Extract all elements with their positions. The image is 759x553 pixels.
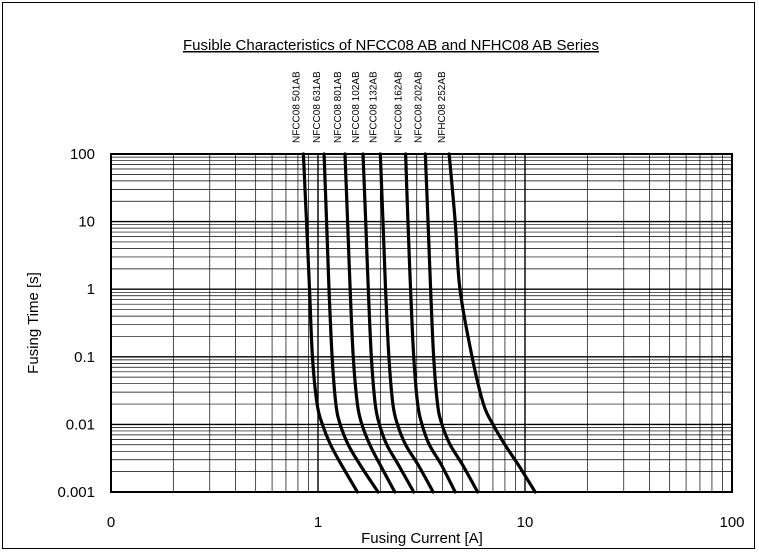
x-tick-labels: 0 1 10 100 bbox=[107, 514, 745, 531]
y-axis-label: Fusing Time [s] bbox=[25, 272, 42, 374]
series-label: NFCC08 132AB bbox=[368, 71, 379, 143]
y-tick-labels: 100 10 1 0.1 0.01 0.001 bbox=[57, 146, 95, 501]
series-label: NFCC08 162AB bbox=[394, 71, 405, 143]
series-curve bbox=[423, 152, 480, 494]
series-labels: NFCC08 501AB NFCC08 631AB NFCC08 801AB NFCC… bbox=[291, 71, 448, 143]
series-label: NFCC08 202AB bbox=[413, 71, 424, 143]
x-tick-label: 100 bbox=[719, 514, 744, 531]
y-tick-label: 10 bbox=[78, 214, 95, 231]
series-label: NFCC08 501AB bbox=[291, 71, 302, 143]
series-curve bbox=[361, 152, 416, 494]
x-tick-label: 1 bbox=[314, 514, 322, 531]
x-axis-label: Fusing Current [A] bbox=[361, 530, 483, 547]
series-curve bbox=[343, 152, 397, 494]
y-tick-label: 1 bbox=[87, 281, 95, 298]
series-curve bbox=[404, 152, 457, 494]
plot-border bbox=[110, 153, 733, 493]
series-curve bbox=[378, 152, 435, 494]
series-label: NFCC08 102AB bbox=[351, 71, 362, 143]
series-label: NFHC08 252AB bbox=[437, 71, 448, 143]
grid bbox=[110, 154, 732, 493]
y-tick-label: 0.1 bbox=[74, 349, 95, 366]
y-tick-label: 0.001 bbox=[57, 484, 95, 501]
series-label: NFCC08 801AB bbox=[333, 71, 344, 143]
series-curve bbox=[447, 152, 537, 494]
series-curves bbox=[301, 152, 537, 494]
series-curve bbox=[322, 152, 380, 494]
y-tick-label: 0.01 bbox=[66, 416, 95, 433]
y-tick-label: 100 bbox=[70, 146, 95, 163]
series-curve bbox=[301, 152, 359, 494]
x-tick-label: 0 bbox=[107, 514, 115, 531]
series-label: NFCC08 631AB bbox=[312, 71, 323, 143]
chart-title: Fusible Characteristics of NFCC08 AB and… bbox=[183, 37, 599, 54]
x-tick-label: 10 bbox=[517, 514, 534, 531]
